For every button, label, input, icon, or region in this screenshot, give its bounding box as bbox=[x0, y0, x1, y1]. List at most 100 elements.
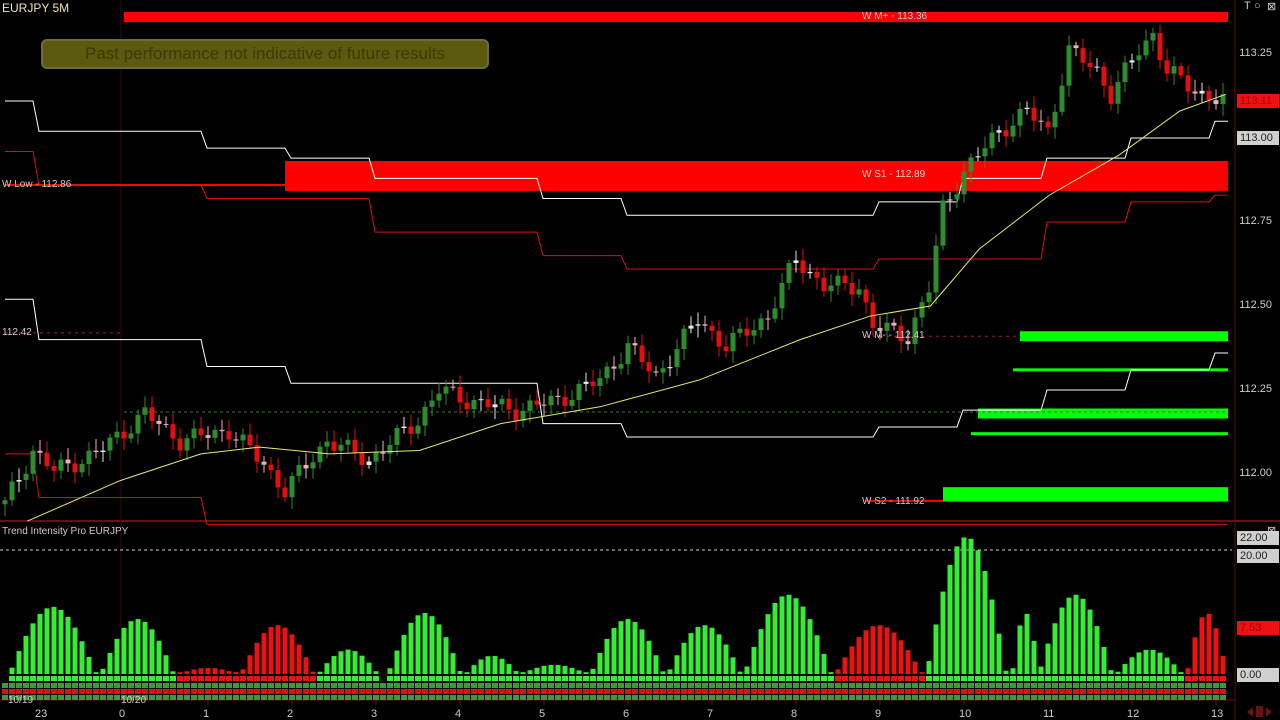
candle-body bbox=[436, 393, 442, 401]
signal-strip-cell bbox=[793, 689, 799, 694]
signal-strip-cell bbox=[912, 695, 918, 700]
histogram-bar bbox=[1073, 594, 1079, 674]
signal-strip-cell bbox=[975, 695, 981, 700]
trend-strip-cell bbox=[317, 676, 323, 681]
signal-strip-cell bbox=[1038, 695, 1044, 700]
signal-strip-cell bbox=[898, 689, 904, 694]
trend-strip-cell bbox=[240, 676, 246, 681]
channel-red_lower bbox=[5, 453, 1228, 525]
candle-body bbox=[723, 346, 729, 352]
signal-strip-cell bbox=[1017, 683, 1023, 688]
signal-strip-cell bbox=[1094, 683, 1100, 688]
candle-body bbox=[184, 438, 190, 451]
histogram-bar bbox=[345, 649, 351, 674]
close-icon[interactable]: ⊠ bbox=[1267, 1, 1277, 13]
candle-body bbox=[212, 429, 218, 438]
signal-strip-cell bbox=[842, 683, 848, 688]
signal-strip-cell bbox=[1038, 689, 1044, 694]
signal-strip-cell bbox=[23, 683, 29, 688]
scroll-right-icon[interactable] bbox=[1266, 707, 1272, 717]
trend-strip-cell bbox=[1045, 676, 1051, 681]
trend-strip-cell bbox=[177, 676, 183, 681]
signal-strip-cell bbox=[205, 689, 211, 694]
candle-body bbox=[989, 132, 995, 149]
signal-strip-cell bbox=[919, 683, 925, 688]
candle-body bbox=[877, 327, 883, 331]
trend-strip-cell bbox=[702, 676, 708, 681]
histogram-bar bbox=[219, 669, 225, 674]
trend-strip-cell bbox=[674, 676, 680, 681]
histogram-bar bbox=[408, 622, 414, 674]
trend-strip-cell bbox=[1220, 676, 1226, 681]
signal-strip-cell bbox=[1038, 683, 1044, 688]
signal-strip-cell bbox=[1101, 683, 1107, 688]
circle-tool-button[interactable]: ○ bbox=[1254, 0, 1261, 12]
signal-strip-cell bbox=[1024, 695, 1030, 700]
trend-strip-cell bbox=[898, 676, 904, 681]
signal-strip-cell bbox=[1157, 689, 1163, 694]
candle-body bbox=[1150, 33, 1156, 41]
signal-strip-cell bbox=[1017, 689, 1023, 694]
signal-strip-cell bbox=[107, 689, 113, 694]
histogram-bar bbox=[1108, 670, 1114, 674]
signal-strip-cell bbox=[1045, 695, 1051, 700]
signal-strip-cell bbox=[541, 695, 547, 700]
signal-strip-cell bbox=[254, 683, 260, 688]
disclaimer-banner: Past performance not indicative of futur… bbox=[41, 39, 489, 69]
signal-strip-cell bbox=[1115, 695, 1121, 700]
trend-strip-cell bbox=[86, 676, 92, 681]
signal-strip-cell bbox=[219, 689, 225, 694]
trend-strip-cell bbox=[919, 676, 925, 681]
signal-strip-cell bbox=[534, 683, 540, 688]
signal-strip-cell bbox=[1192, 695, 1198, 700]
signal-strip-cell bbox=[982, 695, 988, 700]
candle-body bbox=[1157, 33, 1163, 61]
scroll-left-icon[interactable] bbox=[1247, 707, 1253, 717]
candle-body bbox=[646, 362, 652, 372]
histogram-bar bbox=[513, 671, 519, 674]
histogram-bar bbox=[625, 619, 631, 674]
trend-strip-cell bbox=[1059, 676, 1065, 681]
signal-strip-cell bbox=[282, 683, 288, 688]
histogram-bar bbox=[933, 624, 939, 674]
signal-strip-cell bbox=[254, 689, 260, 694]
signal-strip-cell bbox=[1031, 683, 1037, 688]
signal-strip-cell bbox=[968, 695, 974, 700]
candle-body bbox=[590, 381, 596, 386]
candle-body bbox=[331, 441, 337, 451]
text-tool-button[interactable]: T bbox=[1244, 0, 1251, 12]
candle-body bbox=[863, 289, 869, 303]
signal-strip-cell bbox=[954, 689, 960, 694]
signal-strip-cell bbox=[653, 689, 659, 694]
trend-strip-cell bbox=[191, 676, 197, 681]
signal-strip-cell bbox=[870, 695, 876, 700]
candle-body bbox=[1031, 107, 1037, 121]
histogram-bar bbox=[212, 668, 218, 674]
candle-body bbox=[842, 275, 848, 283]
histogram-bar bbox=[324, 663, 330, 674]
signal-strip-cell bbox=[408, 683, 414, 688]
signal-strip-cell bbox=[191, 689, 197, 694]
signal-strip-cell bbox=[478, 683, 484, 688]
signal-strip-cell bbox=[1115, 683, 1121, 688]
candle-body bbox=[968, 157, 974, 172]
signal-strip-cell bbox=[975, 683, 981, 688]
histogram-bar bbox=[1101, 646, 1107, 674]
scroll-thumb[interactable] bbox=[1256, 706, 1263, 717]
signal-strip-cell bbox=[366, 689, 372, 694]
signal-strip-cell bbox=[751, 683, 757, 688]
signal-strip-cell bbox=[814, 689, 820, 694]
moving-average-line bbox=[27, 93, 1226, 522]
signal-strip-cell bbox=[891, 695, 897, 700]
trend-strip-cell bbox=[226, 676, 232, 681]
signal-strip-cell bbox=[282, 689, 288, 694]
signal-strip-cell bbox=[114, 683, 120, 688]
signal-strip-cell bbox=[268, 695, 274, 700]
signal-strip-cell bbox=[72, 683, 78, 688]
signal-strip-cell bbox=[583, 689, 589, 694]
signal-strip-cell bbox=[618, 695, 624, 700]
time-tick: 11 bbox=[1043, 708, 1055, 720]
histogram-bar bbox=[338, 651, 344, 674]
signal-strip-cell bbox=[632, 695, 638, 700]
